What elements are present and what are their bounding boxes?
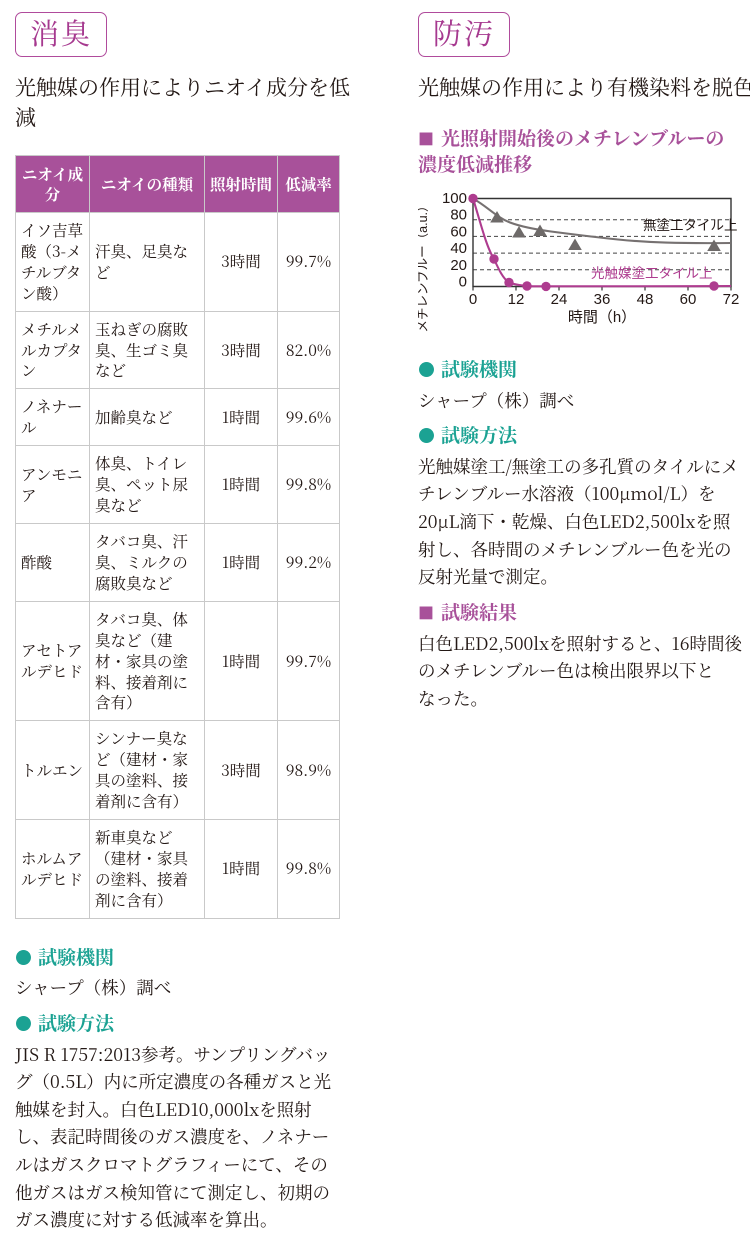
svg-text:80: 80 [450,207,467,224]
svg-text:60: 60 [680,291,697,308]
svg-text:0: 0 [459,274,467,291]
svg-text:メチレンブルー（a.u.）: メチレンブルー（a.u.） [418,200,430,333]
svg-text:無塗工タイル上: 無塗工タイル上 [643,218,738,233]
svg-text:20: 20 [450,257,467,274]
svg-text:48: 48 [637,291,654,308]
svg-text:光触媒塗工タイル上: 光触媒塗工タイル上 [591,266,713,281]
svg-text:24: 24 [551,291,568,308]
svg-text:36: 36 [594,291,611,308]
svg-text:60: 60 [450,223,467,240]
svg-text:12: 12 [508,291,525,308]
svg-text:0: 0 [469,291,477,308]
svg-text:時間（h）: 時間（h） [568,309,636,326]
svg-text:100: 100 [442,190,467,207]
svg-text:72: 72 [723,291,740,308]
svg-text:40: 40 [450,240,467,257]
